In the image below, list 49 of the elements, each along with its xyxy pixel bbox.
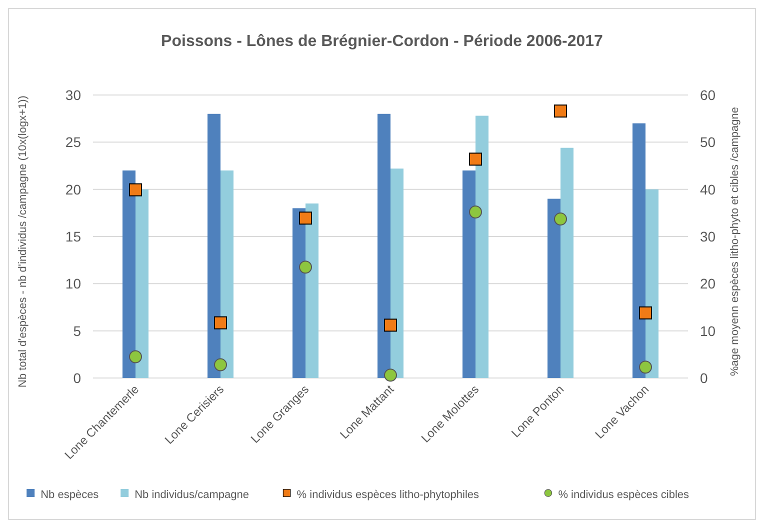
point [214, 316, 227, 330]
point [129, 183, 142, 196]
bar [560, 148, 574, 378]
y2-axis-title: %age moyenn espèces litho-phyto et cibles /campagne [729, 106, 741, 376]
point [129, 350, 142, 364]
legend-label: % individus espèces cibles [558, 489, 690, 501]
bar [476, 116, 488, 378]
legend-label: % individus espèces litho-phytophiles [296, 489, 480, 501]
bar [292, 208, 306, 378]
y-tick-label: 5 [73, 322, 82, 339]
bar [378, 114, 390, 378]
chart-title: Poissons - Lônes de Brégnier-Cordon - Période 2006-2017 [161, 33, 604, 50]
point [299, 260, 312, 274]
bar [462, 170, 476, 378]
bar [306, 203, 318, 378]
point [384, 318, 397, 332]
bar [646, 189, 658, 378]
point [554, 212, 567, 226]
y-tick-label: 20 [65, 181, 82, 198]
point [469, 205, 482, 218]
bar [220, 170, 234, 378]
point [639, 360, 652, 374]
bar [548, 198, 560, 378]
y-axis-title: Nb total d'espèces - nb d'individus /campagne (10x(logx+1)) [17, 96, 29, 388]
point [299, 212, 312, 225]
point [384, 368, 397, 382]
y2-tick-label: 30 [700, 228, 716, 244]
y-tick-label: 0 [73, 370, 82, 386]
point [639, 306, 652, 320]
y-tick-label: 25 [65, 134, 82, 150]
y-tick-label: 10 [65, 276, 82, 292]
bar [632, 123, 646, 378]
y2-tick-label: 10 [700, 322, 716, 339]
point [469, 152, 482, 166]
legend-label: Nb espèces [40, 489, 100, 501]
y2-tick-label: 50 [700, 134, 716, 150]
y2-tick-label: 40 [700, 181, 716, 198]
point [214, 358, 227, 372]
bar [208, 114, 220, 378]
y-tick-label: 15 [65, 228, 82, 244]
bar [122, 170, 136, 378]
y-tick-label: 30 [65, 87, 82, 103]
y2-tick-label: 0 [700, 370, 708, 386]
y2-tick-label: 60 [700, 87, 716, 103]
legend-label: Nb individus/campagne [134, 489, 249, 501]
point [554, 104, 567, 118]
bar [136, 189, 148, 378]
y2-tick-label: 20 [700, 276, 716, 292]
bar [390, 168, 404, 378]
